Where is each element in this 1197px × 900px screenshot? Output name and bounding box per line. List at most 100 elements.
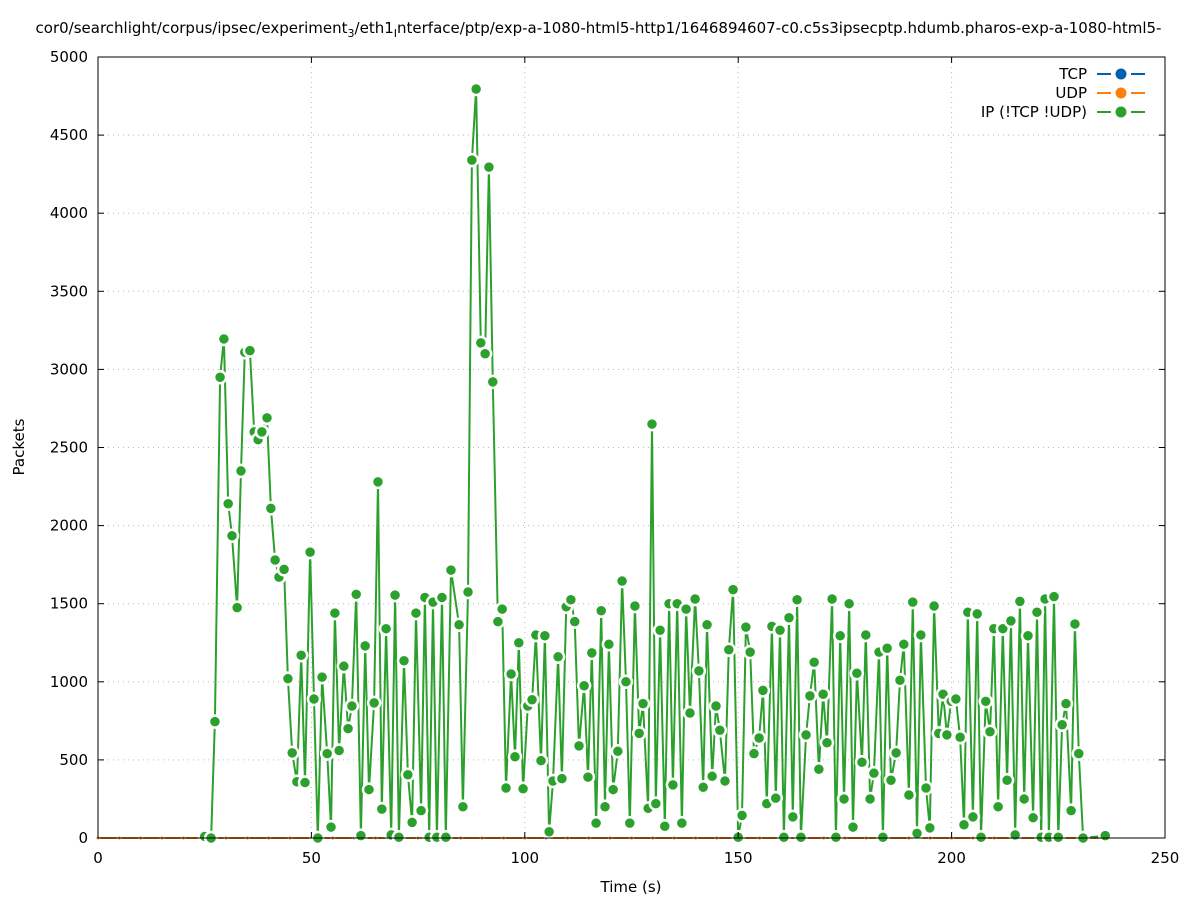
- data-point: [434, 590, 450, 605]
- data-point: [1007, 827, 1023, 843]
- data-point: [682, 705, 698, 721]
- data-point: [224, 528, 240, 544]
- data-point: [267, 552, 283, 568]
- data-point: [708, 698, 724, 714]
- data-point: [1046, 589, 1062, 604]
- data-point: [776, 829, 792, 845]
- data-point: [1054, 717, 1070, 733]
- data-point: [451, 617, 467, 633]
- data-point: [909, 826, 925, 841]
- data-point: [306, 691, 322, 707]
- data-point: [1058, 696, 1074, 711]
- data-point: [207, 714, 223, 729]
- title-part: nterface/ptp/exp-a-1080-html5-http1/1646…: [397, 19, 1162, 37]
- data-point: [1020, 628, 1036, 643]
- data-point: [438, 829, 454, 845]
- data-point: [695, 779, 711, 795]
- legend-marker: [1115, 68, 1127, 80]
- data-point: [571, 738, 587, 754]
- legend-marker: [1115, 87, 1127, 99]
- data-point: [622, 815, 638, 831]
- y-axis-label: Packets: [10, 418, 28, 475]
- data-point: [862, 791, 878, 807]
- data-point: [302, 544, 318, 560]
- data-point: [918, 780, 934, 796]
- y-tick-label: 4500: [50, 126, 88, 144]
- data-point: [490, 614, 506, 629]
- y-tick-label: 2500: [50, 439, 88, 457]
- data-point: [1025, 810, 1041, 825]
- data-point: [293, 647, 309, 663]
- x-tick-label: 150: [724, 849, 753, 867]
- data-point: [858, 627, 874, 643]
- data-point: [353, 828, 369, 843]
- data-point: [854, 754, 870, 770]
- legend-label: IP (!TCP !UDP): [981, 103, 1087, 121]
- x-axis-label: Time (s): [600, 878, 662, 896]
- data-point: [712, 722, 728, 738]
- data-point: [982, 724, 998, 740]
- data-point: [588, 815, 604, 831]
- chart-title: cor0/searchlight/corpus/ipsec/experiment…: [36, 19, 1162, 40]
- data-point: [879, 640, 895, 656]
- data-point: [922, 820, 938, 836]
- data-point: [926, 598, 942, 614]
- data-point: [888, 745, 904, 761]
- data-point: [391, 829, 407, 845]
- y-tick-label: 0: [78, 829, 88, 847]
- data-point: [978, 694, 993, 709]
- data-point: [576, 678, 592, 693]
- data-point: [948, 691, 964, 707]
- data-point: [344, 698, 360, 714]
- data-point: [567, 614, 582, 629]
- series-layer: [95, 81, 1113, 846]
- data-point: [511, 635, 527, 650]
- data-point: [331, 743, 347, 758]
- data-point: [366, 695, 382, 711]
- x-tick-label: 50: [302, 849, 321, 867]
- ticks: 0500100015002000250030003500400045005000…: [50, 48, 1180, 867]
- data-point: [319, 746, 335, 761]
- data-point: [901, 787, 917, 803]
- data-point: [348, 587, 364, 602]
- data-point: [819, 735, 835, 750]
- data-point: [340, 721, 356, 736]
- data-point: [905, 594, 921, 610]
- data-point: [1003, 613, 1019, 629]
- data-point: [768, 790, 784, 806]
- data-point: [233, 463, 249, 479]
- data-point: [1016, 791, 1032, 807]
- data-point: [597, 799, 613, 815]
- data-point: [687, 591, 703, 607]
- series-line: [204, 88, 1106, 840]
- data-point: [699, 617, 715, 633]
- data-point: [242, 343, 258, 358]
- data-point: [892, 672, 908, 688]
- data-point: [952, 730, 968, 745]
- data-point: [216, 331, 232, 347]
- data-point: [644, 416, 660, 432]
- data-point: [1051, 829, 1066, 845]
- data-point: [990, 799, 1006, 815]
- data-point: [828, 829, 844, 845]
- data-point: [263, 501, 279, 516]
- data-point: [772, 623, 788, 638]
- data-point: [259, 410, 275, 426]
- data-point: [254, 424, 270, 440]
- data-point: [378, 621, 394, 636]
- data-point: [524, 692, 540, 708]
- data-point: [460, 584, 476, 600]
- data-point: [400, 767, 416, 782]
- data-point: [678, 601, 694, 617]
- data-point: [413, 803, 429, 818]
- data-point: [691, 663, 707, 679]
- x-tick-label: 100: [510, 849, 539, 867]
- data-point: [785, 809, 801, 825]
- data-point: [883, 772, 899, 788]
- data-point: [674, 815, 690, 831]
- data-point: [969, 606, 985, 622]
- data-point: [956, 817, 972, 832]
- data-point: [455, 799, 471, 815]
